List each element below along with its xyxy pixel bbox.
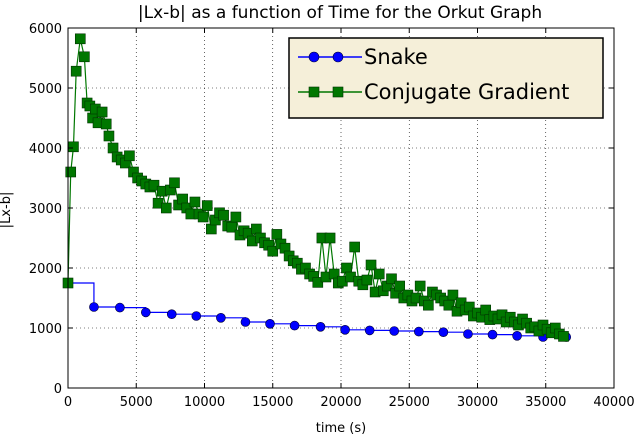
y-tick-label: 3000	[29, 202, 62, 217]
y-axis-label: |Lx-b|	[0, 192, 14, 229]
snake-point	[240, 317, 251, 327]
x-tick-label: 15000	[252, 395, 293, 410]
x-tick-label: 30000	[457, 395, 498, 410]
conjugate-gradient-point	[312, 277, 324, 288]
snake-point	[340, 324, 350, 335]
conjugate-gradient-point	[230, 211, 242, 223]
conjugate-gradient-point	[79, 51, 90, 63]
conjugate-gradient-point	[169, 177, 180, 189]
snake-point	[463, 329, 473, 339]
snake-point	[191, 311, 202, 321]
snake-point	[512, 330, 522, 341]
series-conjugate-gradient	[62, 33, 569, 342]
conjugate-gradient-point	[68, 141, 79, 153]
conjugate-gradient-point	[197, 211, 209, 223]
snake-point	[487, 329, 498, 340]
axis-ticks: 0 5000 10000 15000 20000 25000 30000 35000 40000…	[29, 22, 635, 410]
conjugate-gradient-point	[96, 106, 108, 118]
conjugate-gradient-point	[189, 196, 201, 208]
x-tick-label: 25000	[389, 395, 430, 410]
conjugate-gradient-point	[160, 202, 172, 214]
y-tick-label: 5000	[29, 82, 62, 97]
snake-point	[364, 325, 375, 336]
conjugate-gradient-point	[558, 331, 569, 342]
conjugate-gradient-point	[394, 280, 405, 292]
conjugate-gradient-point	[349, 241, 360, 253]
conjugate-gradient-point	[206, 223, 217, 235]
legend-marker-snake	[308, 51, 320, 63]
conjugate-gradient-point	[386, 273, 397, 285]
conjugate-gradient-point	[361, 274, 373, 286]
conjugate-gradient-point	[341, 262, 352, 274]
conjugate-gradient-point	[324, 232, 336, 244]
conjugate-gradient-point	[414, 280, 426, 292]
x-axis-label: time (s)	[316, 421, 366, 436]
x-tick-label: 20000	[320, 395, 361, 410]
y-tick-label: 4000	[29, 142, 62, 157]
y-tick-label: 2000	[29, 262, 62, 277]
conjugate-gradient-point	[70, 65, 82, 77]
snake-point	[265, 318, 275, 329]
x-tick-label: 5000	[120, 395, 153, 410]
conjugate-gradient-point	[103, 130, 115, 142]
x-tick-label: 10000	[184, 395, 225, 410]
conjugate-gradient-point	[201, 200, 213, 211]
x-tick-label: 0	[64, 395, 72, 410]
conjugate-gradient-point	[365, 259, 377, 271]
snake-point	[141, 307, 151, 318]
snake-point	[438, 327, 449, 338]
snake-point	[414, 326, 424, 337]
series-snake	[63, 278, 572, 342]
snake-point	[389, 326, 400, 336]
conjugate-gradient-point	[271, 229, 283, 240]
conjugate-gradient-point	[267, 245, 279, 257]
conjugate-gradient-point	[124, 150, 135, 162]
conjugate-gradient-point	[447, 289, 459, 301]
y-tick-label: 6000	[29, 22, 62, 37]
snake-point	[216, 312, 226, 323]
conjugate-gradient-point	[373, 268, 385, 280]
legend-marker-conjugate-gradient	[332, 86, 344, 98]
snake-point	[89, 302, 99, 312]
legend-box	[288, 37, 604, 119]
y-tick-label: 0	[54, 382, 62, 397]
x-tick-label: 35000	[525, 395, 566, 410]
y-tick-label: 1000	[29, 322, 62, 337]
snake-point	[115, 302, 125, 313]
legend-label-conjugate-gradient: Conjugate Gradient	[364, 80, 569, 104]
conjugate-gradient-point	[218, 209, 229, 221]
chart-title: |Lx-b| as a function of Time for the Ork…	[138, 3, 542, 23]
legend-label-snake: Snake	[364, 45, 428, 69]
snake-point	[315, 321, 326, 332]
conjugate-gradient-point	[177, 193, 188, 205]
conjugate-gradient-point	[251, 223, 262, 235]
conjugate-gradient-point	[74, 33, 86, 45]
conjugate-gradient-point	[65, 166, 77, 178]
conjugate-gradient-point	[107, 142, 119, 154]
conjugate-gradient-point	[148, 179, 160, 191]
legend-marker-snake	[332, 51, 344, 63]
x-tick-label: 40000	[593, 395, 634, 410]
conjugate-gradient-point	[423, 299, 434, 311]
snake-point	[289, 320, 300, 331]
legend-marker-conjugate-gradient	[308, 86, 320, 98]
snake-point	[166, 309, 177, 320]
conjugate-gradient-point	[100, 118, 112, 130]
legend: Snake Conjugate Gradient	[288, 37, 604, 119]
